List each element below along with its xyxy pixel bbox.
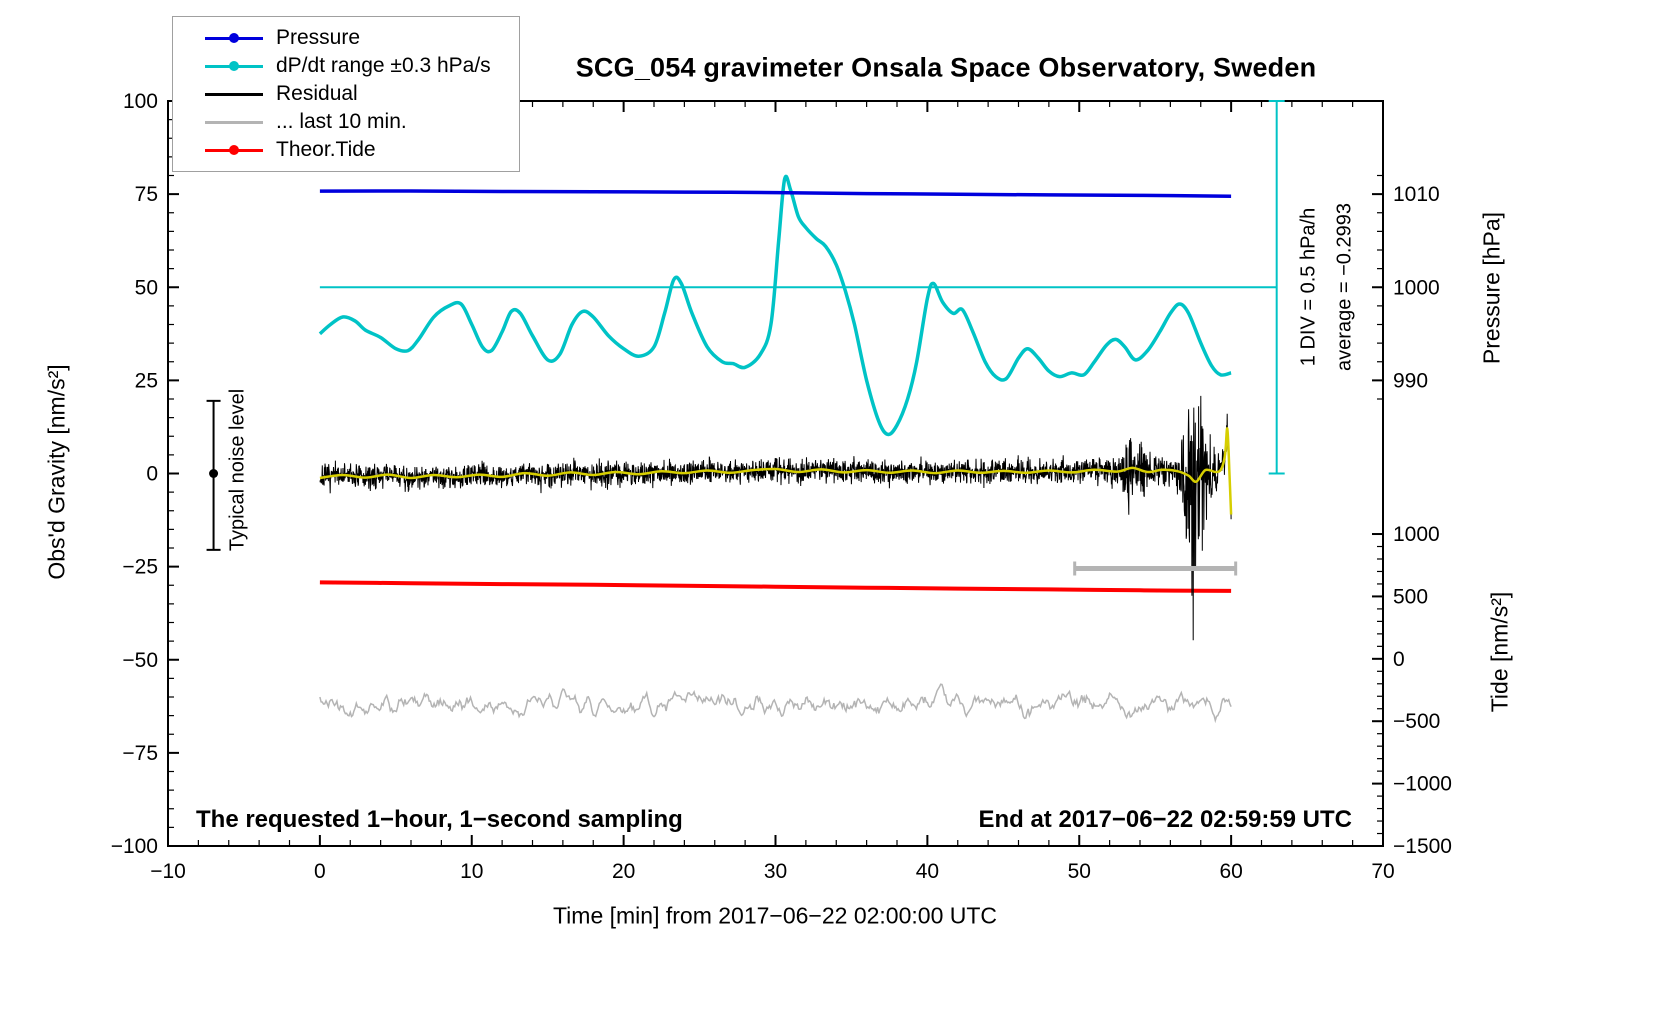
legend-label: Pressure xyxy=(276,26,361,49)
svg-text:−500: −500 xyxy=(1393,710,1440,733)
legend-swatch-icon xyxy=(205,32,263,44)
svg-text:60: 60 xyxy=(1219,860,1242,883)
legend-item-2: Residual xyxy=(205,80,519,108)
last10min-line xyxy=(319,683,1232,724)
svg-text:0: 0 xyxy=(1393,648,1405,671)
legend-item-4: Theor.Tide xyxy=(205,136,519,164)
svg-text:100: 100 xyxy=(123,90,158,113)
x-axis-label: Time [min] from 2017−06−22 02:00:00 UTC xyxy=(552,902,998,929)
residual-smoothed-line xyxy=(319,427,1233,515)
end-time-label: End at 2017−06−22 02:59:59 UTC xyxy=(978,806,1352,833)
svg-text:0: 0 xyxy=(314,860,326,883)
svg-text:25: 25 xyxy=(135,369,158,392)
svg-text:−100: −100 xyxy=(111,835,158,858)
svg-text:−1000: −1000 xyxy=(1393,773,1452,796)
average-label: average = −0.2993 xyxy=(1333,203,1356,371)
svg-text:0: 0 xyxy=(146,463,158,486)
legend-swatch-icon xyxy=(205,88,263,100)
legend-label: ... last 10 min. xyxy=(276,110,407,133)
chart-title: SCG_054 gravimeter Onsala Space Observat… xyxy=(575,52,1317,83)
legend-item-3: ... last 10 min. xyxy=(205,108,519,136)
noise-level-errorbar xyxy=(206,399,221,551)
svg-text:−1500: −1500 xyxy=(1393,835,1452,858)
theor-tide-line xyxy=(319,580,1232,593)
svg-text:1010: 1010 xyxy=(1393,183,1440,206)
pressure-line xyxy=(319,189,1232,198)
svg-text:−25: −25 xyxy=(122,556,158,579)
svg-text:50: 50 xyxy=(1068,860,1091,883)
svg-text:990: 990 xyxy=(1393,369,1428,392)
svg-text:30: 30 xyxy=(764,860,787,883)
svg-text:70: 70 xyxy=(1371,860,1394,883)
legend-item-0: Pressure xyxy=(205,24,519,52)
div-scale-label: 1 DIV = 0.5 hPa/h xyxy=(1297,207,1320,367)
svg-text:−50: −50 xyxy=(122,649,158,672)
legend-item-1: dP/dt range ±0.3 hPa/s xyxy=(205,52,519,80)
svg-text:50: 50 xyxy=(135,276,158,299)
last10min-span-bar xyxy=(1073,561,1238,576)
y-axis-tide-label: Tide [nm/s²] xyxy=(1486,591,1513,713)
svg-text:75: 75 xyxy=(135,183,158,206)
dpdt-line xyxy=(318,174,1232,437)
svg-text:1000: 1000 xyxy=(1393,276,1440,299)
typical-noise-level-label: Typical noise level xyxy=(226,388,249,552)
svg-text:−10: −10 xyxy=(150,860,186,883)
residual-line xyxy=(319,395,1232,641)
legend-swatch-icon xyxy=(205,60,263,72)
y-axis-pressure-label: Pressure [hPa] xyxy=(1478,211,1505,365)
legend: Pressure dP/dt range ±0.3 hPa/s Residual..… xyxy=(172,16,520,172)
svg-text:10: 10 xyxy=(460,860,483,883)
legend-label: Theor.Tide xyxy=(276,138,376,161)
legend-label: dP/dt range ±0.3 hPa/s xyxy=(276,54,491,77)
svg-text:−75: −75 xyxy=(122,742,158,765)
legend-label: Residual xyxy=(276,82,358,105)
sampling-note: The requested 1−hour, 1−second sampling xyxy=(196,806,683,833)
legend-swatch-icon xyxy=(205,116,263,128)
axis-ticks-and-labels: −10 0 10 20 30 40 50 60 70−100−75−50−25025507510… xyxy=(111,90,1452,883)
legend-swatch-icon xyxy=(205,144,263,156)
dpdt-zero-line-and-scale-bar xyxy=(319,100,1285,475)
svg-text:20: 20 xyxy=(612,860,635,883)
svg-text:40: 40 xyxy=(916,860,939,883)
svg-text:500: 500 xyxy=(1393,585,1428,608)
svg-text:1000: 1000 xyxy=(1393,523,1440,546)
y-axis-gravity-label: Obs'd Gravity [nm/s²] xyxy=(43,364,70,580)
